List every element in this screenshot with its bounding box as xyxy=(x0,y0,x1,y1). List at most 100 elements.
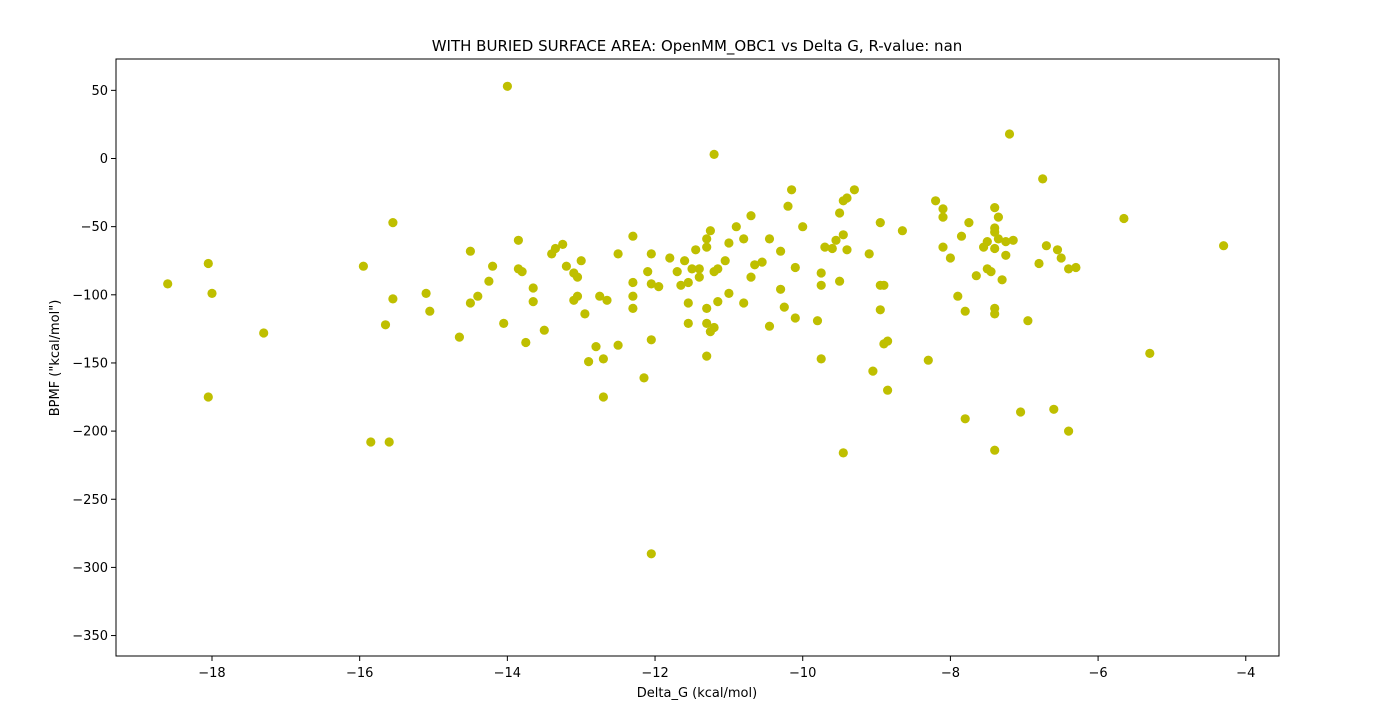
scatter-point-143 xyxy=(990,203,1000,213)
scatter-point-19 xyxy=(499,318,509,328)
y-tick-label: −300 xyxy=(72,561,108,576)
scatter-point-108 xyxy=(835,208,845,218)
scatter-point-83 xyxy=(731,222,741,232)
scatter-point-117 xyxy=(875,218,885,228)
scatter-point-73 xyxy=(705,226,716,236)
scatter-point-21 xyxy=(513,235,524,245)
scatter-point-2 xyxy=(207,288,217,298)
chart-title: WITH BURIED SURFACE AREA: OpenMM_OBC1 vs… xyxy=(432,37,963,56)
scatter-point-151 xyxy=(1001,237,1011,247)
scatter-point-146 xyxy=(990,309,1000,319)
scatter-point-9 xyxy=(388,218,398,228)
scatter-point-130 xyxy=(945,253,956,263)
scatter-point-149 xyxy=(993,234,1004,244)
scatter-point-46 xyxy=(628,231,638,241)
scatter-point-95 xyxy=(783,201,793,211)
scatter-point-68 xyxy=(702,234,712,244)
scatter-point-85 xyxy=(739,298,749,308)
scatter-point-104 xyxy=(820,242,830,252)
scatter-point-98 xyxy=(790,313,800,323)
x-tick-label: −16 xyxy=(346,666,373,681)
scatter-point-120 xyxy=(879,280,889,290)
scatter-point-16 xyxy=(473,291,483,301)
y-axis-label: BPMF ("kcal/mol") xyxy=(48,300,63,417)
scatter-point-56 xyxy=(654,282,664,292)
scatter-point-93 xyxy=(776,246,786,256)
scatter-point-48 xyxy=(628,303,638,313)
y-tick-label: −250 xyxy=(72,493,108,508)
scatter-point-44 xyxy=(613,340,623,350)
scatter-point-163 xyxy=(1064,426,1074,436)
scatter-point-113 xyxy=(838,448,848,458)
scatter-point-10 xyxy=(384,437,394,447)
scatter-point-60 xyxy=(680,256,690,266)
scatter-point-76 xyxy=(709,322,719,333)
scatter-point-25 xyxy=(528,283,538,293)
scatter-point-64 xyxy=(687,264,697,274)
x-tick-label: −14 xyxy=(494,666,521,681)
scatter-point-29 xyxy=(550,243,561,254)
scatter-point-134 xyxy=(960,414,970,424)
scatter-point-105 xyxy=(827,243,837,254)
scatter-point-135 xyxy=(964,218,974,228)
scatter-point-140 xyxy=(986,267,996,277)
scatter-point-155 xyxy=(1016,407,1026,417)
scatter-point-79 xyxy=(713,297,723,307)
y-tick-label: 0 xyxy=(100,152,108,167)
scatter-point-96 xyxy=(787,185,797,195)
scatter-point-168 xyxy=(1219,241,1229,251)
scatter-point-111 xyxy=(842,245,852,255)
scatter-point-153 xyxy=(1004,129,1015,139)
scatter-point-8 xyxy=(388,294,398,304)
scatter-point-165 xyxy=(1071,262,1081,273)
y-tick-label: −350 xyxy=(72,629,108,644)
scatter-point-58 xyxy=(672,267,682,277)
scatter-point-11 xyxy=(421,288,431,298)
scatter-point-156 xyxy=(1023,316,1033,326)
scatter-point-89 xyxy=(757,257,767,267)
scatter-point-125 xyxy=(923,355,933,365)
scatter-point-161 xyxy=(1052,245,1063,255)
scatter-point-63 xyxy=(683,277,693,288)
scatter-point-154 xyxy=(1008,235,1018,245)
x-tick-label: −10 xyxy=(789,666,816,681)
scatter-point-72 xyxy=(702,351,712,361)
scatter-point-18 xyxy=(488,261,498,271)
scatter-point-158 xyxy=(1038,174,1048,184)
y-tick-label: −150 xyxy=(72,356,108,371)
scatter-point-23 xyxy=(517,267,527,277)
scatter-point-128 xyxy=(938,212,948,222)
scatter-point-164 xyxy=(1064,264,1074,274)
scatter-point-55 xyxy=(646,549,656,559)
scatter-point-160 xyxy=(1049,404,1059,414)
y-axis: 50 0 −50 −100 −150 −200 −250 −300 −350 xyxy=(72,84,116,644)
scatter-point-67 xyxy=(694,264,704,274)
scatter-point-94 xyxy=(779,302,789,312)
scatter-point-167 xyxy=(1145,348,1155,358)
scatter-point-162 xyxy=(1056,253,1066,263)
scatter-point-109 xyxy=(838,230,848,240)
scatter-point-71 xyxy=(702,318,712,328)
scatter-point-144 xyxy=(990,243,1000,254)
scatter-point-43 xyxy=(598,392,609,402)
x-axis: −18 −16 −14 −12 −10 −8 −6 −4 xyxy=(198,656,1255,681)
scatter-point-129 xyxy=(938,204,948,214)
scatter-point-107 xyxy=(835,276,845,286)
scatter-point-132 xyxy=(956,231,967,241)
plot-frame xyxy=(115,58,1280,657)
y-tick-label: −100 xyxy=(72,288,108,303)
scatter-point-77 xyxy=(709,149,719,159)
x-axis-label: Delta_G (kcal/mol) xyxy=(637,686,757,701)
scatter-point-30 xyxy=(558,239,568,249)
scatter-point-35 xyxy=(572,291,583,301)
scatter-point-80 xyxy=(720,256,730,266)
scatter-point-100 xyxy=(812,316,823,326)
y-tick-label: 50 xyxy=(91,84,108,99)
scatter-point-103 xyxy=(816,354,826,364)
scatter-point-159 xyxy=(1041,241,1051,251)
scatter-point-65 xyxy=(691,245,701,255)
scatter-point-112 xyxy=(842,193,852,203)
scatter-point-52 xyxy=(646,249,656,259)
scatter-point-84 xyxy=(739,234,749,244)
